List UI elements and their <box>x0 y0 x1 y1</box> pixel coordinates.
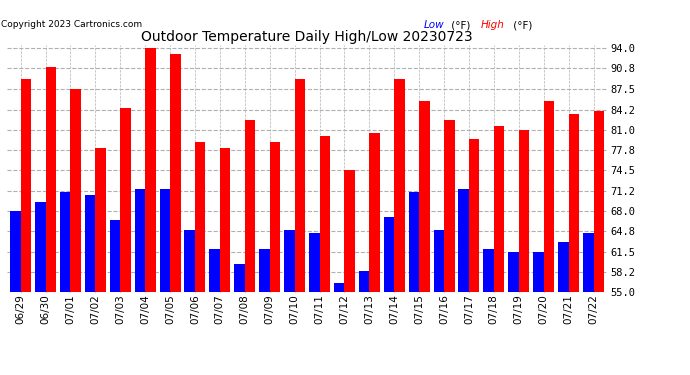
Bar <box>245 120 255 292</box>
Bar <box>60 192 70 292</box>
Bar <box>359 271 369 292</box>
Bar <box>558 242 569 292</box>
Bar <box>46 67 56 292</box>
Text: (°F): (°F) <box>510 20 532 30</box>
Bar <box>220 148 230 292</box>
Bar <box>85 195 95 292</box>
Bar <box>195 142 206 292</box>
Text: High: High <box>481 20 505 30</box>
Bar <box>484 249 494 292</box>
Bar <box>270 142 280 292</box>
Text: Copyright 2023 Cartronics.com: Copyright 2023 Cartronics.com <box>1 20 142 29</box>
Text: (°F): (°F) <box>448 20 471 30</box>
Bar <box>593 111 604 292</box>
Bar <box>469 139 480 292</box>
Bar <box>519 130 529 292</box>
Bar <box>458 189 469 292</box>
Bar <box>394 80 405 292</box>
Bar <box>159 189 170 292</box>
Bar <box>494 126 504 292</box>
Bar <box>369 133 380 292</box>
Bar <box>235 264 245 292</box>
Bar <box>120 108 130 292</box>
Title: Outdoor Temperature Daily High/Low 20230723: Outdoor Temperature Daily High/Low 20230… <box>141 30 473 44</box>
Bar <box>384 217 394 292</box>
Bar <box>184 230 195 292</box>
Bar <box>259 249 270 292</box>
Bar <box>145 48 156 292</box>
Bar <box>135 189 145 292</box>
Bar <box>35 202 46 292</box>
Text: Low: Low <box>424 20 445 30</box>
Bar <box>583 233 593 292</box>
Bar <box>419 101 430 292</box>
Bar <box>295 80 305 292</box>
Bar <box>533 252 544 292</box>
Bar <box>309 233 319 292</box>
Bar <box>21 80 31 292</box>
Bar <box>284 230 295 292</box>
Bar <box>433 230 444 292</box>
Bar <box>544 101 554 292</box>
Bar <box>408 192 419 292</box>
Bar <box>10 211 21 292</box>
Bar <box>209 249 220 292</box>
Bar <box>170 54 181 292</box>
Bar <box>110 220 120 292</box>
Bar <box>334 283 344 292</box>
Bar <box>344 170 355 292</box>
Bar <box>444 120 455 292</box>
Bar <box>70 89 81 292</box>
Bar <box>509 252 519 292</box>
Bar <box>569 114 579 292</box>
Bar <box>319 136 330 292</box>
Bar <box>95 148 106 292</box>
